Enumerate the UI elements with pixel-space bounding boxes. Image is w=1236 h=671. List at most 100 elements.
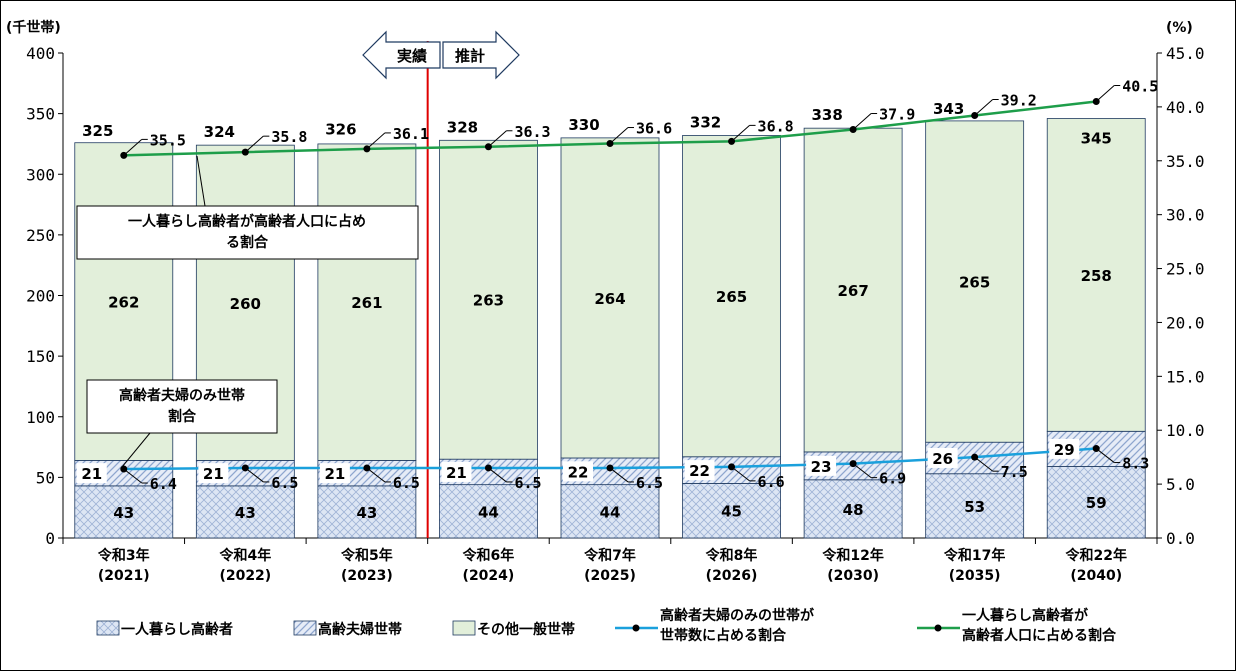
- right-tick-label: 5.0: [1166, 475, 1195, 494]
- bar-segment: [925, 473, 1025, 539]
- line-label-leader: [974, 99, 993, 116]
- line-label-leader: [1095, 448, 1115, 463]
- line-label-leader: [1095, 85, 1115, 102]
- line-value-label: 6.6: [758, 473, 785, 491]
- total-label: 330: [568, 116, 599, 134]
- bar-value-label-bg: [806, 455, 837, 476]
- x-tick-label-year: (2021): [98, 568, 150, 584]
- bar-segment: [682, 135, 781, 458]
- right-tick-label: 10.0: [1166, 421, 1205, 440]
- bar-value-label: 29: [1054, 441, 1075, 459]
- bar-segment: [803, 127, 903, 453]
- legend-label-couple-ratio-2: 世帯数に占める割合: [660, 627, 787, 644]
- bar-value-label: 21: [446, 464, 467, 482]
- bar-segment: [682, 483, 781, 539]
- legend-label-single-elderly: 一人暮らし高齢者: [121, 621, 233, 638]
- line-label-leader: [974, 456, 993, 472]
- bar-value-label: 21: [203, 465, 224, 483]
- right-tick-label: 0.0: [1166, 529, 1195, 548]
- labels: 43 21 262 43 21 260 43 21 261 44 21 263 44 22 264 45 22 2…: [76, 78, 1158, 522]
- bars: [74, 118, 1146, 539]
- bar-value-label-bg: [927, 447, 958, 468]
- line-label-leader: [123, 468, 143, 484]
- line-value-label: 6.5: [393, 474, 420, 492]
- bar-value-label-bg: [441, 461, 472, 482]
- line-label-leader: [245, 135, 264, 153]
- right-tick-label: 15.0: [1166, 367, 1205, 386]
- line-value-label: 40.5: [1122, 78, 1158, 96]
- legend-label-couple-ratio-1: 高齢者夫婦のみの世帯が: [660, 607, 815, 624]
- line-value-label: 35.5: [150, 131, 186, 149]
- line-label-leader: [852, 463, 872, 479]
- left-tick-label: 250: [26, 226, 55, 245]
- right-tick-label: 40.0: [1166, 98, 1205, 117]
- x-tick-label: 令和8年: [705, 547, 758, 564]
- total-label: 343: [933, 100, 964, 118]
- line-label-leader: [731, 466, 750, 482]
- x-tick-label: 令和6年: [462, 547, 515, 564]
- legend-item-single-elderly: 一人暮らし高齢者: [96, 620, 233, 638]
- bar-value-label: 263: [473, 292, 504, 310]
- axes: 0 50 100 150 200 250 300 350 400 0.0 5.0 10.0 15.0 20…: [26, 44, 1204, 584]
- legend: 一人暮らし高齢者 高齢夫婦世帯 その他一般世帯 高齢者夫婦のみの世帯が 世帯数に…: [96, 607, 1117, 644]
- callout-bottom-line-2: 割合: [168, 408, 197, 425]
- right-axis-unit: (%): [1166, 20, 1193, 36]
- total-label: 324: [204, 123, 235, 141]
- left-tick-label: 200: [26, 287, 55, 306]
- bar-value-label: 21: [81, 465, 102, 483]
- bar-value-label: 48: [843, 501, 864, 519]
- x-tick-label-year: (2035): [949, 568, 1001, 584]
- total-label: 332: [690, 113, 721, 131]
- bar-value-label: 267: [837, 282, 868, 300]
- bar-value-label: 23: [811, 458, 832, 476]
- bar-value-label: 26: [932, 450, 953, 468]
- legend-item-other: その他一般世帯: [452, 620, 575, 638]
- actual-arrow: 実績: [362, 30, 441, 80]
- bar-value-label: 265: [716, 288, 747, 306]
- left-tick-label: 350: [26, 105, 55, 124]
- x-tick-label-year: (2026): [706, 568, 758, 584]
- x-tick-label-year: (2030): [827, 568, 879, 584]
- line-value-label: 36.1: [393, 125, 429, 143]
- callout-bottom-line: 高齢者夫婦のみ世帯 割合: [86, 379, 278, 468]
- legend-label-elderly-couple: 高齢夫婦世帯: [318, 621, 402, 638]
- line-value-label: 8.3: [1122, 455, 1149, 473]
- total-label: 328: [447, 118, 478, 136]
- line-label-leader: [366, 132, 386, 150]
- line-value-label: 6.4: [150, 475, 177, 493]
- bar-value-label: 260: [230, 295, 261, 313]
- x-tick-label: 令和12年: [821, 547, 883, 564]
- x-tick-label: 令和5年: [340, 547, 393, 564]
- right-tick-label: 25.0: [1166, 260, 1205, 279]
- total-label: 345: [1081, 130, 1112, 148]
- right-tick-label: 35.0: [1166, 152, 1205, 171]
- callout-top-line-1: 一人暮らし高齢者が高齢者人口に占め: [128, 213, 366, 230]
- line-value-label: 36.3: [514, 123, 550, 141]
- line-label-leader: [731, 125, 750, 142]
- bar-segment: [925, 120, 1025, 443]
- x-tick-label: 令和17年: [943, 547, 1005, 564]
- line-value-label: 7.5: [1001, 463, 1028, 481]
- bar-value-label: 44: [478, 503, 499, 521]
- bar-value-label: 43: [356, 504, 377, 522]
- line-label-leader: [852, 113, 872, 130]
- callout-bottom-line-1: 高齢者夫婦のみ世帯: [119, 387, 245, 404]
- line-value-label: 6.9: [879, 470, 906, 488]
- line-value-label: 37.9: [879, 106, 915, 124]
- left-tick-label: 50: [36, 468, 55, 487]
- bar-value-label: 44: [600, 503, 621, 521]
- bar-value-label: 22: [689, 462, 710, 480]
- line-value-label: 36.8: [758, 117, 794, 135]
- x-tick-label-year: (2040): [1070, 568, 1122, 584]
- legend-item-elderly-couple: 高齢夫婦世帯: [293, 620, 402, 638]
- bar-value-label: 258: [1081, 267, 1112, 285]
- line-value-label: 36.6: [636, 120, 672, 138]
- legend-item-couple-ratio: 高齢者夫婦のみの世帯が 世帯数に占める割合: [615, 607, 815, 644]
- bar-segment: [439, 484, 538, 539]
- bar-value-label-bg: [684, 460, 715, 481]
- x-tick-label: 令和3年: [97, 547, 150, 564]
- line-label-leader: [488, 130, 507, 148]
- line-label-leader: [366, 467, 386, 483]
- bar-value-label: 262: [108, 294, 139, 312]
- bar-value-label: 21: [324, 465, 345, 483]
